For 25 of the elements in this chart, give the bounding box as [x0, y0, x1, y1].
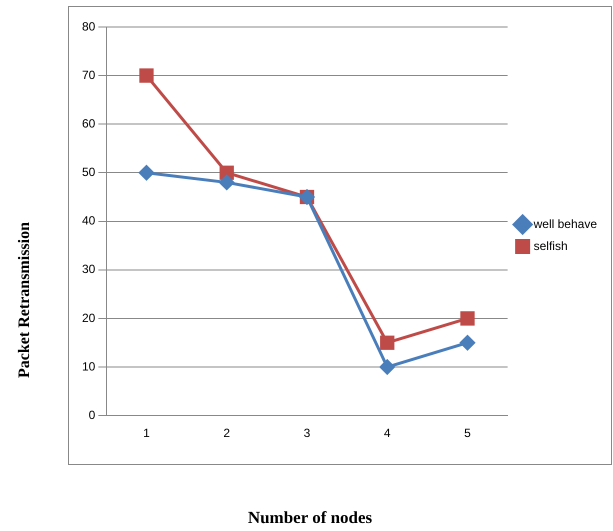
y-tick-label: 10	[82, 359, 96, 374]
point	[460, 311, 475, 326]
point	[380, 360, 395, 375]
point	[380, 336, 394, 350]
legend-label: well behave	[532, 216, 598, 231]
y-tick-label: 50	[82, 165, 96, 180]
y-tick-label: 20	[82, 310, 96, 325]
x-axis-title: Number of nodes	[248, 508, 372, 528]
legend-label: selfish	[534, 238, 568, 253]
y-tick-label: 80	[82, 19, 96, 34]
x-tick-label: 4	[384, 426, 391, 440]
y-tick-label: 30	[82, 262, 96, 276]
x-tick-label: 2	[223, 426, 230, 440]
x-tick-label: 3	[304, 426, 311, 440]
y-tick-label: 0	[88, 408, 96, 422]
point	[219, 174, 234, 190]
point	[138, 165, 154, 180]
x-tick-label: 5	[464, 426, 472, 440]
y-tick-label: 40	[82, 214, 96, 228]
y-tick-label: 70	[82, 68, 96, 82]
y-tick-label: 60	[82, 116, 96, 130]
point	[139, 68, 154, 83]
y-axis-title: Packet Retransmission	[16, 222, 34, 378]
point	[460, 335, 475, 350]
x-tick-label: 1	[143, 426, 150, 440]
